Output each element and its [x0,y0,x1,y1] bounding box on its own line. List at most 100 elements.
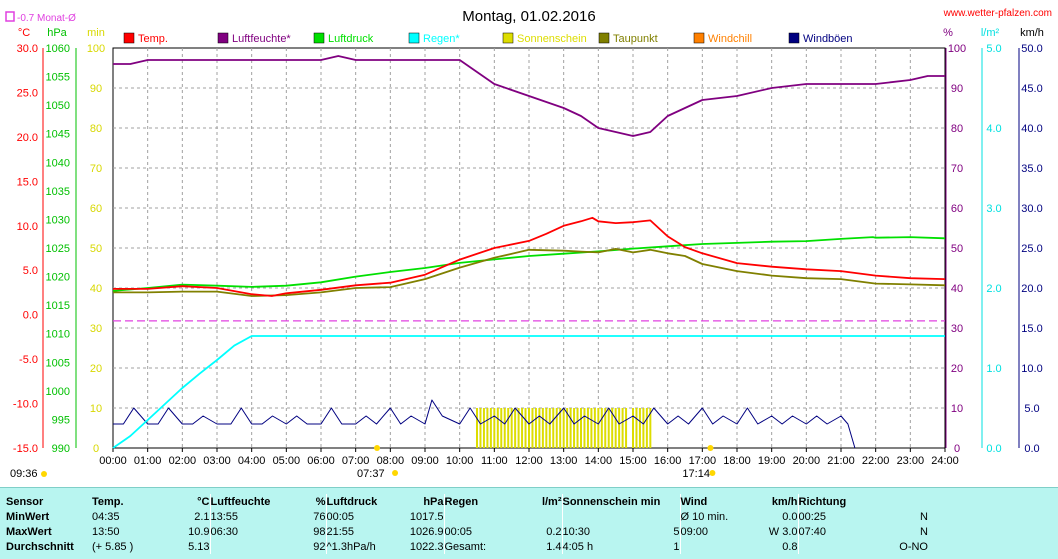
sunshine-bar [479,408,482,448]
x-tick-label: 23:00 [897,455,925,467]
sunshine-bar [538,408,541,448]
rain-tick-label: 5.0 [986,43,1001,55]
sunshine-tick-label: 50 [90,243,102,255]
sunshine-bar [645,408,648,448]
series-line-regen [112,335,945,449]
humidity-tick-label: 20 [951,363,963,375]
wind-tick-label: 40.0 [1021,123,1042,135]
legend: Temp. Luftfeuchte* Luftdruck Regen* Sonnensc… [123,32,853,45]
stats-header-press-unit: hPa [423,495,444,508]
temp-tick-label: 0.0 [23,310,38,322]
x-tick-label: 11:00 [481,455,508,467]
sunshine-bar [642,408,645,448]
temp-tick-label: 20.0 [17,132,38,144]
sunrise-marker [374,445,381,451]
stats-header-hum-unit: % [315,495,326,508]
stats-header-temp: Temp. [92,495,124,508]
temp-unit-label: °C [18,27,30,39]
humidity-tick-label: 60 [951,203,963,215]
temp-time: 04:35 [92,510,120,523]
humidity-tick-label: 30 [951,323,963,335]
sun-time: 10:30 [561,524,630,539]
x-tick-label: 00:00 [99,455,127,467]
series-line-luftdruck [112,236,946,292]
wind-tick-label: 5.0 [1024,403,1039,415]
stats-row-min: MinWert 04:35 2.1 13:55 76 00:05 1017.5 … [6,509,928,524]
sunshine-tick-label: 10 [90,403,102,415]
sunshine-bar [489,408,492,448]
stats-panel: Sensor Temp. °C Luftfeuchte % Luftdruck … [0,487,1058,559]
sunshine-tick-label: 90 [90,83,102,95]
sunshine-bar [476,408,478,448]
dir-value: N [920,510,928,523]
sunshine-bar [618,408,621,448]
sunshine-bar [524,408,527,448]
hum-time: 13:55 [209,509,272,524]
x-tick-label: 03:00 [203,455,231,467]
stats-header-wind: Wind [679,494,756,509]
x-tick-label: 07:00 [342,455,370,467]
rain-unit-label: l/m² [981,27,1000,39]
legend-swatch [313,32,325,44]
rain-time: Gesamt: [443,539,504,554]
humidity-tick-label: 10 [951,403,963,415]
dir-time: 00:25 [797,509,878,524]
humidity-tick-label: 70 [951,163,963,175]
sunshine-bar [559,408,562,448]
row-label: MaxWert [6,525,52,538]
rain-value [504,509,562,524]
temp-tick-label: 25.0 [17,87,38,99]
sunshine-bar [541,408,544,448]
hum-value: 98 [313,525,326,538]
x-tick-label: 01:00 [134,455,162,467]
wind-time: 09:00 [679,524,756,539]
wind-tick-label: 10.0 [1021,363,1042,375]
sun-value: 5 [673,525,680,538]
legend-label: Temp. [138,33,168,45]
legend-swatch [788,32,800,44]
dir-time [797,539,878,554]
hum-value: 76 [313,510,326,523]
x-tick-label: 05:00 [273,455,301,467]
sunshine-bar [486,408,489,448]
site-link: www.wetter-pfalzen.com [943,8,1052,19]
pressure-tick-label: 1000 [46,386,70,398]
legend-swatch [217,32,229,44]
humidity-tick-label: 50 [951,243,963,255]
sunshine-tick-label: 40 [90,283,102,295]
x-tick-label: 10:00 [446,455,474,467]
temp-time: 13:50 [92,525,120,538]
stats-header-rain-unit: l/m² [541,495,562,508]
rain-value: 0.2 [546,525,562,538]
rain-tick-label: 0.0 [986,443,1001,455]
legend-label: Sonnenschein [517,33,587,45]
wind-tick-label: 35.0 [1021,163,1042,175]
sunshine-bar [503,408,506,448]
sunshine-bar [521,408,524,448]
legend-label: Luftfeuchte* [232,33,291,45]
temp-tick-label: 5.0 [23,265,38,277]
sunset-marker [707,445,714,451]
chart-title: Montag, 01.02.2016 [462,8,595,25]
temp-value: 10.9 [188,525,210,538]
wind-tick-label: 45.0 [1021,83,1042,95]
sun-time: 4:05 h [561,539,630,554]
press-time: 00:05 [325,509,386,524]
stats-header-sun: Sonnenschein min [561,494,680,509]
sunshine-bar [493,408,496,448]
series-line-windben [113,399,856,449]
row-label: MinWert [6,510,50,523]
sunshine-tick-label: 80 [90,123,102,135]
dir-value: O-NO [899,540,928,553]
sunshine-bar [534,408,537,448]
stats-header-hum: Luftfeuchte [209,494,272,509]
sunshine-bar [566,408,569,448]
x-tick-label: 17:00 [689,455,717,467]
rain-tick-label: 4.0 [986,123,1001,135]
pressure-tick-label: 1020 [46,272,70,284]
press-value: 1022.3 [409,540,444,553]
legend-label: Luftdruck [328,33,374,45]
humidity-tick-label: 100 [948,43,966,55]
rain-tick-label: 3.0 [986,203,1001,215]
pressure-unit-label: hPa [47,27,67,39]
